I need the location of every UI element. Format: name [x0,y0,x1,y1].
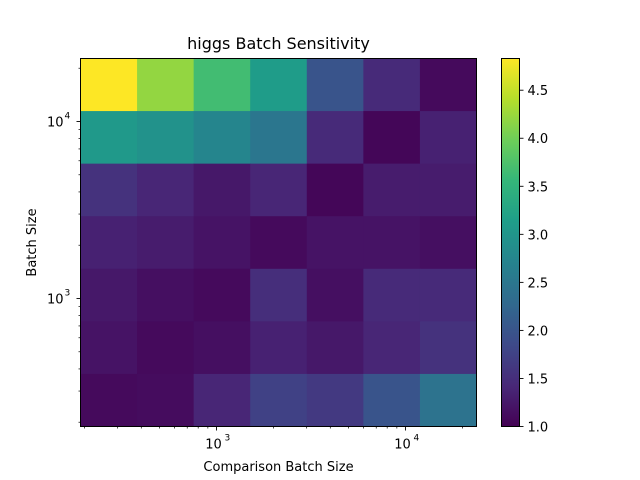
colorbar [501,58,520,427]
heatmap-cell [363,163,421,217]
heatmap-cell [306,216,364,270]
heatmap-cell [193,111,251,165]
y-tick-exponent: 4 [65,112,71,122]
colorbar-tick-label: 3.0 [528,228,549,243]
heatmap-cell [250,163,308,217]
heatmap-cell [193,268,251,322]
heatmap-cell [193,373,251,427]
heatmap-cell [306,58,364,112]
x-tick-label: 10 [394,438,411,453]
heatmap-cell [193,58,251,112]
heatmap-cell [363,321,421,375]
x-axis-ticks: 10 3 10 4 [84,426,463,453]
heatmap-cell [137,58,195,112]
heatmap-cell [250,373,308,427]
colorbar-tick-label: 2.0 [528,324,549,339]
heatmap-cell [250,268,308,322]
y-tick-label: 10 [47,293,64,308]
colorbar-tick-label: 2.5 [528,276,549,291]
plot-frame [80,58,477,427]
heatmap-cell [419,163,477,217]
heatmap-cell [306,163,364,217]
heatmap-cell [306,373,364,427]
x-axis-label: Comparison Batch Size [203,460,353,475]
heatmap-cell [137,216,195,270]
chart-title: higgs Batch Sensitivity [187,34,370,53]
heatmap-cell [363,373,421,427]
heatmap-cell [193,163,251,217]
heatmap-cell [419,373,477,427]
heatmap-cell [306,268,364,322]
y-tick-label: 10 [47,116,64,131]
heatmap-cells [80,58,477,427]
heatmap-cell [306,111,364,165]
heatmap-cell [250,216,308,270]
heatmap-cell [80,216,138,270]
heatmap-cell [419,111,477,165]
heatmap-cell [137,321,195,375]
colorbar-tick-label: 4.5 [528,84,549,99]
heatmap-cell [363,111,421,165]
heatmap-cell [363,216,421,270]
colorbar-tick-label: 1.5 [528,372,549,387]
heatmap-cell [80,321,138,375]
heatmap-cell [137,268,195,322]
heatmap-cell [193,321,251,375]
heatmap-cell [137,111,195,165]
heatmap-cell [419,321,477,375]
heatmap-cell [80,268,138,322]
heatmap-cell [250,321,308,375]
heatmap-cell [306,321,364,375]
x-tick-exponent: 3 [225,434,231,444]
heatmap-cell [137,163,195,217]
heatmap-cell [80,373,138,427]
colorbar-ticks: 1.0 1.5 2.0 2.5 3.0 3.5 4.0 4.5 [519,84,549,436]
heatmap-cell [419,268,477,322]
heatmap-cell [137,373,195,427]
colorbar-tick-label: 3.5 [528,180,549,195]
heatmap-cell [363,268,421,322]
colorbar-tick-label: 1.0 [528,421,549,436]
heatmap-cell [419,216,477,270]
heatmap-cell [80,111,138,165]
y-axis-label: Batch Size [25,208,40,276]
heatmap-cell [80,163,138,217]
heatmap-cell [193,216,251,270]
heatmap-cell [363,58,421,112]
x-tick-exponent: 4 [414,434,420,444]
y-tick-exponent: 3 [65,289,71,299]
heatmap-cell [419,58,477,112]
x-tick-label: 10 [205,438,222,453]
heatmap-cell [250,58,308,112]
heatmap-cell [80,58,138,112]
colorbar-tick-label: 4.0 [528,132,549,147]
heatmap-cell [250,111,308,165]
